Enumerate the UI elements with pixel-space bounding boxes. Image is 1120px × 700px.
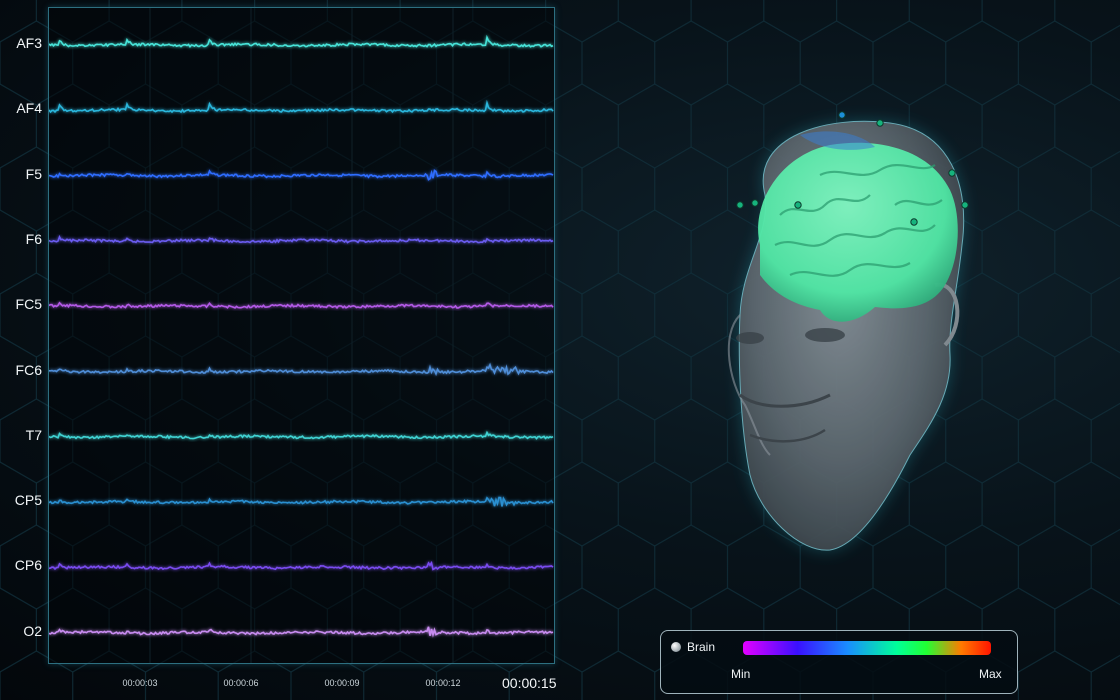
channel-label-cp5: CP5 — [14, 492, 42, 509]
eeg-trace-f6 — [49, 234, 554, 244]
channel-label-o2: O2 — [23, 622, 42, 639]
legend-min-label: Min — [731, 667, 751, 681]
eeg-trace-cp6 — [49, 560, 554, 571]
electrode-marker[interactable] — [736, 201, 744, 209]
eeg-trace-cp5 — [49, 496, 554, 507]
legend-item-label: Brain — [687, 640, 716, 654]
electrode-marker[interactable] — [751, 199, 759, 207]
time-tick-label: 00:00:03 — [122, 678, 158, 688]
channel-label-t7: T7 — [25, 426, 42, 443]
brain-model — [758, 142, 958, 322]
electrode-marker[interactable] — [948, 169, 956, 177]
eeg-trace-t7 — [49, 430, 554, 440]
channel-label-cp6: CP6 — [14, 557, 42, 574]
time-tick-label: 00:00:12 — [425, 678, 461, 688]
eeg-chart-panel[interactable] — [48, 7, 555, 664]
eeg-trace-o2 — [49, 626, 554, 638]
time-tick-label: 00:00:09 — [324, 678, 360, 688]
legend-marker-icon — [671, 642, 681, 652]
head-brain-3d-view[interactable] — [680, 95, 1020, 565]
current-time-label: 00:00:15 — [502, 675, 557, 691]
legend-max-label: Max — [979, 667, 1002, 681]
electrode-marker[interactable] — [838, 111, 846, 119]
channel-label-fc6: FC6 — [15, 361, 42, 378]
channel-label-af3: AF3 — [16, 35, 42, 51]
electrode-marker[interactable] — [910, 218, 918, 226]
electrode-marker[interactable] — [876, 119, 884, 127]
color-scale-legend: Brain Min Max — [660, 630, 1018, 694]
eeg-trace-af4 — [49, 99, 554, 114]
channel-label-af4: AF4 — [16, 100, 42, 117]
channel-label-f5: F5 — [25, 165, 42, 182]
eeg-trace-af3 — [49, 34, 554, 49]
eeg-trace-fc6 — [49, 362, 554, 377]
electrode-marker[interactable] — [794, 201, 802, 209]
color-gradient-bar — [743, 641, 991, 655]
eeg-traces — [49, 8, 554, 663]
time-tick-label: 00:00:06 — [223, 678, 259, 688]
channel-label-f6: F6 — [25, 230, 42, 247]
eeg-trace-f5 — [49, 169, 554, 181]
channel-label-fc5: FC5 — [15, 296, 42, 313]
electrode-marker[interactable] — [961, 201, 969, 209]
eeg-trace-fc5 — [49, 301, 554, 310]
